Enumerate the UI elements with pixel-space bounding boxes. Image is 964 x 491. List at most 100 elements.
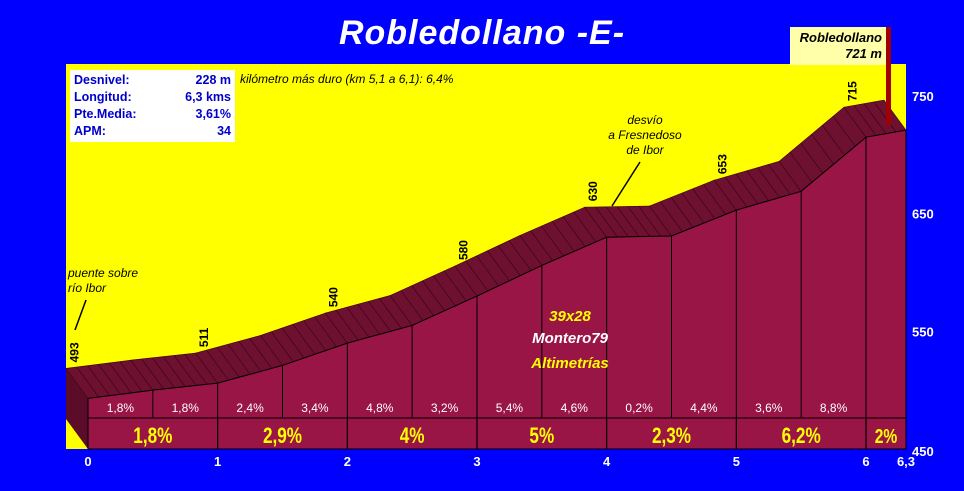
half-km-grade-label: 4,6% <box>561 401 589 415</box>
x-axis-tick: 2 <box>344 454 351 469</box>
profile-top-stripe <box>530 230 553 261</box>
profile-top-stripe <box>184 354 208 385</box>
half-km-grade-label: 4,4% <box>690 401 718 415</box>
profile-top-stripe <box>476 255 499 287</box>
profile-top-stripe <box>335 309 359 341</box>
km-grade-label: 2,3% <box>652 424 691 449</box>
profile-top-stripe <box>368 301 391 332</box>
bridge-pointer <box>74 299 87 331</box>
profile-top-stripe <box>681 192 705 224</box>
profile-top-stripe <box>119 361 143 392</box>
profile-top-stripe <box>541 225 564 257</box>
km-grade-label: 5% <box>529 424 554 449</box>
chart-labels: 1,8% 1,8% 2,4% 3,4% 4,8% 3,2% 5,4% 4,6% 0,2% 4,4%… <box>67 81 933 469</box>
profile-top-stripe <box>768 164 791 195</box>
altitude-label: 630 <box>586 181 600 201</box>
profile-top-stripe <box>422 280 445 311</box>
profile-top-stripe <box>660 201 683 232</box>
stat-row: Longitud: 6,3 kms <box>74 90 231 104</box>
credit-brand: Altimetrías <box>531 355 609 372</box>
profile-top-stripe <box>346 307 370 338</box>
profile-top-stripe <box>703 184 726 215</box>
profile-top-stripe <box>152 357 175 389</box>
detour-pointer <box>611 161 641 207</box>
profile-top-stripe <box>605 206 629 238</box>
profile-top-stripe <box>98 364 121 395</box>
altitude-label: 653 <box>716 154 730 174</box>
profile-top-stripe <box>627 206 651 237</box>
km-grade-label: 2,9% <box>263 424 302 449</box>
hardest-km-note: kilómetro más duro (km 5,1 a 6,1): 6,4% <box>240 72 454 86</box>
y-axis-tick: 450 <box>912 444 934 459</box>
x-axis-tick: 4 <box>603 454 611 469</box>
profile-top-stripe <box>292 324 316 355</box>
profile-top-stripe <box>822 125 845 156</box>
profile-top-stripe <box>379 298 402 329</box>
km-grade-label: 2% <box>875 425 898 447</box>
profile-top-stripe <box>811 134 834 165</box>
half-km-grade-label: 3,2% <box>431 401 459 415</box>
altitude-label: 493 <box>67 342 81 362</box>
stat-row: Desnivel: 228 m <box>74 73 231 87</box>
altitude-label: 715 <box>845 81 859 101</box>
profile-side-wall <box>66 368 88 449</box>
half-km-grade-label: 5,4% <box>496 401 524 415</box>
altitude-label: 511 <box>197 327 211 347</box>
stats-box: Desnivel: 228 m Longitud: 6,3 kms Pte.Medi… <box>70 70 235 142</box>
profile-top-stripe <box>108 362 132 394</box>
profile-top-stripe <box>873 101 897 133</box>
altitude-label: 540 <box>327 287 341 307</box>
half-km-grade-label: 1,8% <box>172 401 200 415</box>
half-km-grade-label: 3,4% <box>301 401 329 415</box>
profile-top-stripe <box>411 285 435 316</box>
profile-top-stripe <box>853 105 877 136</box>
profile-top-stripe <box>303 320 327 351</box>
profile-top-stripe <box>465 260 489 292</box>
detour-annotation: desvío a Fresnedoso de Ibor <box>608 113 682 157</box>
km-grade-label: 6,2% <box>782 424 821 449</box>
profile-top-stripe <box>746 170 770 201</box>
profile-top-stripe <box>487 250 510 281</box>
profile-top-stripe <box>724 176 748 208</box>
profile-top-stripe <box>443 270 467 302</box>
profile-top-stripe <box>249 338 272 369</box>
x-axis-tick: 1 <box>214 454 221 469</box>
bridge-annotation: puente sobre río Ibor <box>68 266 139 295</box>
summit-flag-pole <box>886 27 891 125</box>
profile-top-stripe <box>281 327 305 359</box>
stat-row: Pte.Media: 3,61% <box>74 107 231 121</box>
profile-top-stripe <box>735 173 759 205</box>
y-axis-tick: 650 <box>912 207 934 222</box>
x-axis-tick: 3 <box>473 454 480 469</box>
profile-top-stripe <box>400 290 424 321</box>
x-axis-tick: 0 <box>84 454 91 469</box>
profile-top-stripe <box>271 331 294 362</box>
profile-top-stripe <box>141 358 164 390</box>
profile-top-stripe <box>314 316 337 348</box>
profile-top-stripe <box>551 221 575 252</box>
summit-altitude: 721 m <box>845 46 882 61</box>
y-axis-tick: 550 <box>912 324 934 339</box>
half-km-grade-label: 0,2% <box>625 401 653 415</box>
km-grade-label: 1,8% <box>133 424 172 449</box>
x-axis-tick: 6,3 <box>897 454 915 469</box>
half-km-grade-label: 4,8% <box>366 401 394 415</box>
half-km-grade-label: 1,8% <box>107 401 135 415</box>
profile-top-stripe <box>863 103 887 134</box>
profile-top-stripe <box>757 167 780 198</box>
profile-top-stripe <box>670 197 694 228</box>
elevation-profile <box>65 99 907 450</box>
stat-row: APM: 34 <box>74 124 231 138</box>
profile-top-stripe <box>638 206 661 237</box>
profile-top-stripe <box>789 152 813 183</box>
summit-name: Robledollano <box>799 30 882 45</box>
profile-top-stripe <box>357 304 381 335</box>
profile-top-stripe <box>800 143 824 174</box>
credit-author: Montero79 <box>532 330 608 347</box>
page-title: Robledollano -E- <box>338 14 626 52</box>
x-axis-tick: 5 <box>733 454 740 469</box>
profile-top-stripe <box>238 341 262 372</box>
km-grade-label: 4% <box>400 424 425 449</box>
altitude-label: 580 <box>456 240 470 260</box>
